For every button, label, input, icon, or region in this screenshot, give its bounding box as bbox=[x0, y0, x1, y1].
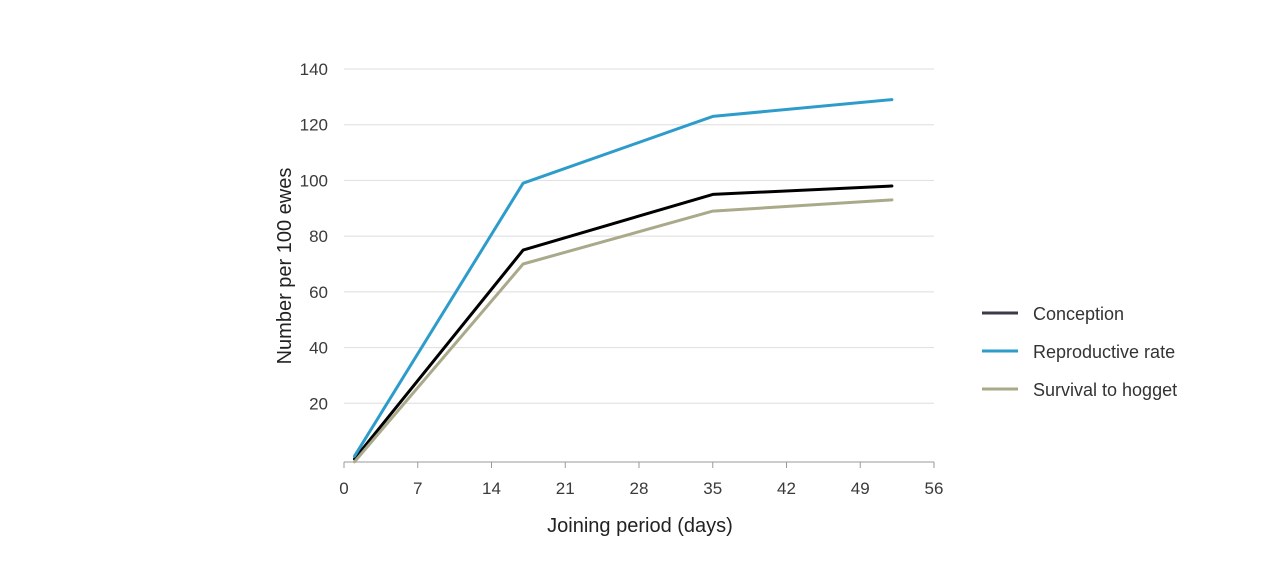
y-axis-title: Number per 100 ewes bbox=[274, 168, 296, 365]
y-tick-label: 120 bbox=[300, 116, 328, 135]
x-tick-label: 42 bbox=[777, 479, 796, 498]
legend-label: Survival to hogget bbox=[1033, 380, 1177, 400]
y-tick-label: 140 bbox=[300, 60, 328, 79]
x-tick-label: 28 bbox=[630, 479, 649, 498]
series-line-survival-to-hogget bbox=[353, 198, 894, 464]
grid bbox=[344, 68, 934, 404]
legend-item-survival-to-hogget: Survival to hogget bbox=[982, 380, 1177, 400]
x-tick-label: 56 bbox=[925, 479, 944, 498]
y-tick-label: 40 bbox=[309, 339, 328, 358]
legend-label: Reproductive rate bbox=[1033, 342, 1175, 362]
x-tick-label: 14 bbox=[482, 479, 501, 498]
x-tick-label: 21 bbox=[556, 479, 575, 498]
x-tick-label: 49 bbox=[851, 479, 870, 498]
legend-item-conception: Conception bbox=[982, 304, 1124, 324]
legend-item-reproductive-rate: Reproductive rate bbox=[982, 342, 1175, 362]
legend: Conception Reproductive rate Survival to h… bbox=[982, 304, 1177, 400]
x-axis-title: Joining period (days) bbox=[547, 515, 733, 537]
axes: 20 40 60 80 100 120 140 0 7 14 21 28 35 42 49 56 bbox=[300, 60, 944, 498]
x-tick-label: 0 bbox=[339, 479, 348, 498]
y-tick-label: 60 bbox=[309, 283, 328, 302]
series-line-conception bbox=[353, 184, 894, 461]
series-line-reproductive-rate bbox=[353, 98, 894, 458]
legend-label: Conception bbox=[1033, 304, 1124, 324]
x-tick-label: 7 bbox=[413, 479, 422, 498]
y-tick-label: 20 bbox=[309, 394, 328, 413]
y-tick-label: 80 bbox=[309, 227, 328, 246]
y-tick-label: 100 bbox=[300, 171, 328, 190]
x-tick-label: 35 bbox=[703, 479, 722, 498]
series bbox=[353, 98, 894, 464]
